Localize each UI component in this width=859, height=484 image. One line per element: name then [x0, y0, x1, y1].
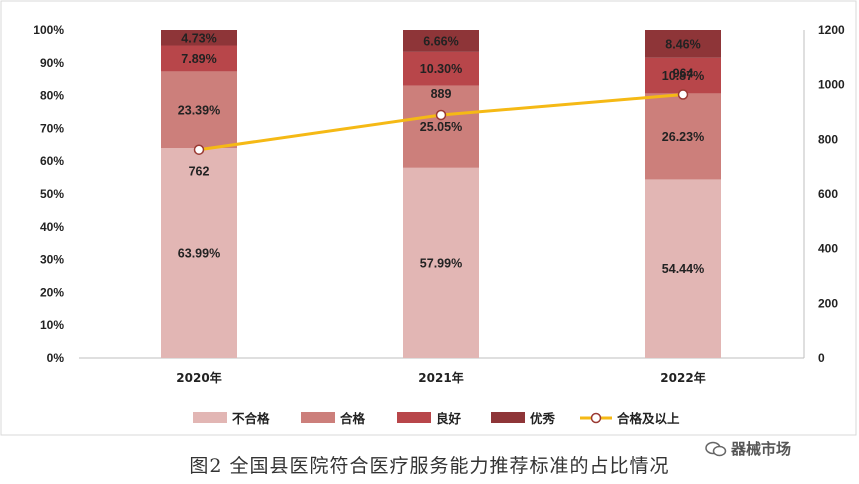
- left-tick-label: 20%: [40, 285, 64, 299]
- bar-segment: [161, 148, 237, 358]
- bar-segment: [403, 51, 479, 86]
- point-label: 762: [189, 165, 210, 179]
- segment-label: 8.46%: [665, 37, 700, 51]
- left-tick-label: 60%: [40, 154, 64, 168]
- segment-label: 23.39%: [178, 103, 220, 117]
- legend: 不合格 合格 良好 优秀 合格及以上: [193, 411, 680, 426]
- left-tick-label: 40%: [40, 220, 64, 234]
- segment-label: 63.99%: [178, 247, 220, 261]
- segment-label: 10.87%: [662, 69, 704, 83]
- right-tick-label: 0: [818, 351, 825, 365]
- left-tick-label: 30%: [40, 253, 64, 267]
- line-point: [677, 89, 689, 100]
- bar-segment: [403, 30, 479, 52]
- bar-segment: [403, 85, 479, 168]
- segment-label: 25.05%: [420, 120, 462, 134]
- legend-label: 不合格: [232, 411, 270, 426]
- category-labels: 2020年 2021年 2022年: [176, 370, 705, 385]
- segment-label: 10.30%: [420, 62, 462, 76]
- line-point: [435, 109, 447, 121]
- bar-segment: [403, 167, 479, 358]
- segment-label: 4.73%: [181, 31, 216, 45]
- legend-label: 合格: [340, 411, 366, 426]
- right-tick-label: 800: [818, 132, 838, 146]
- left-tick-label: 50%: [40, 187, 64, 201]
- right-axis: 0 200 400 600 800 1000 1200: [818, 23, 845, 365]
- left-tick-label: 90%: [40, 56, 64, 70]
- left-tick-label: 70%: [40, 121, 64, 135]
- line-series: 762 889 964: [189, 67, 694, 179]
- right-tick-label: 400: [818, 242, 838, 256]
- watermark-text: 器械市场: [731, 440, 792, 458]
- bar-segment: [645, 93, 721, 180]
- bar-segment: [645, 57, 721, 94]
- right-tick-label: 200: [818, 296, 838, 310]
- left-tick-label: 100%: [33, 23, 64, 37]
- right-tick-label: 1000: [818, 78, 845, 92]
- legend-swatch: [193, 412, 227, 423]
- right-tick-label: 600: [818, 187, 838, 201]
- legend-swatch: [491, 412, 525, 423]
- right-tick-label: 1200: [818, 23, 845, 37]
- bar-segment: [161, 45, 237, 72]
- legend-label: 优秀: [530, 411, 556, 426]
- bar-segment: [645, 30, 721, 58]
- legend-label: 良好: [436, 411, 462, 426]
- left-tick-label: 10%: [40, 318, 64, 332]
- point-label: 964: [673, 67, 694, 81]
- segment-label: 7.89%: [181, 52, 216, 66]
- segment-label: 6.66%: [423, 34, 458, 48]
- bar-segment: [161, 30, 237, 46]
- point-label: 889: [431, 87, 452, 101]
- line-point: [193, 144, 205, 155]
- legend-label: 合格及以上: [617, 411, 680, 426]
- bar-segment: [161, 71, 237, 149]
- segment-label: 54.44%: [662, 262, 704, 276]
- bar-segment: [645, 179, 721, 358]
- category-label: 2022年: [660, 370, 705, 385]
- legend-swatch: [397, 412, 431, 423]
- category-label: 2020年: [176, 370, 221, 385]
- category-label: 2021年: [418, 370, 463, 385]
- legend-swatch: [301, 412, 335, 423]
- left-axis: 0% 10% 20% 30% 40% 50% 60% 70% 80% 90% 100%: [33, 23, 64, 365]
- wechat-icon: [705, 441, 727, 456]
- figure-caption: 图2 全国县医院符合医疗服务能力推荐标准的占比情况: [189, 455, 670, 477]
- watermark: 器械市场: [705, 438, 791, 459]
- segment-label: 26.23%: [662, 130, 704, 144]
- left-tick-label: 80%: [40, 89, 64, 103]
- segment-label: 57.99%: [420, 256, 462, 270]
- chart-frame: 0% 10% 20% 30% 40% 50% 60% 70% 80% 90% 100% 0 200 40…: [0, 0, 857, 436]
- stacked-bars: 63.99% 23.39% 7.89% 4.73% 57.99% 25.05% 10.30%…: [161, 30, 721, 358]
- legend-marker: [590, 412, 602, 424]
- left-tick-label: 0%: [47, 351, 65, 365]
